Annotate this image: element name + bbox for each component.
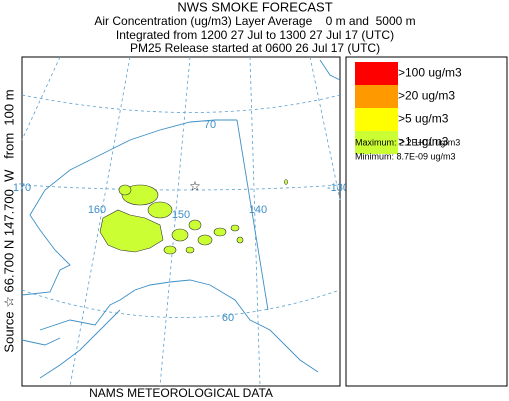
legend-swatch [355, 131, 398, 154]
graticule-label: 70 [204, 119, 216, 131]
graticule-label: 140 [249, 204, 267, 216]
footer: NAMS METEOROLOGICAL DATA [89, 386, 273, 400]
graticule-label: 160 [88, 204, 106, 216]
maximum: Maximum: 2.2E+01 ug/m3 [355, 137, 460, 147]
graticule-label: 60 [222, 312, 234, 324]
graticule-label: -130 [327, 182, 349, 194]
side-label: Source ☆ 66.700 N 147.700 W from 100 m [1, 89, 16, 352]
minimum: Minimum: 8.7E-09 ug/m3 [355, 151, 456, 161]
legend-swatch [355, 85, 398, 108]
legend-label: >100 ug/m3 [398, 66, 462, 80]
source-star: ☆ [189, 178, 201, 193]
subtitle: Integrated from 1200 27 Jul to 1300 27 J… [116, 28, 394, 42]
graticule-label: 150 [172, 209, 190, 221]
smoke-plume [99, 179, 288, 255]
subtitle: Air Concentration (ug/m3) Layer Average … [94, 14, 415, 28]
legend: >100 ug/m3 >20 ug/m3 >5 ug/m3 >1 ug/m3 [355, 62, 462, 154]
map-drawing [21, 56, 341, 387]
map-frame [21, 56, 341, 387]
title: NWS SMOKE FORECAST [177, 0, 332, 14]
legend-label: >5 ug/m3 [398, 112, 449, 126]
legend-label: >1 ug/m3 [398, 135, 449, 149]
graticule-label: 170 [13, 182, 31, 194]
subtitle: PM25 Release started at 0600 26 Jul 17 (… [130, 41, 380, 55]
legend-swatch [355, 108, 398, 131]
legend-label: >20 ug/m3 [398, 89, 455, 103]
legend-swatch [355, 62, 398, 85]
